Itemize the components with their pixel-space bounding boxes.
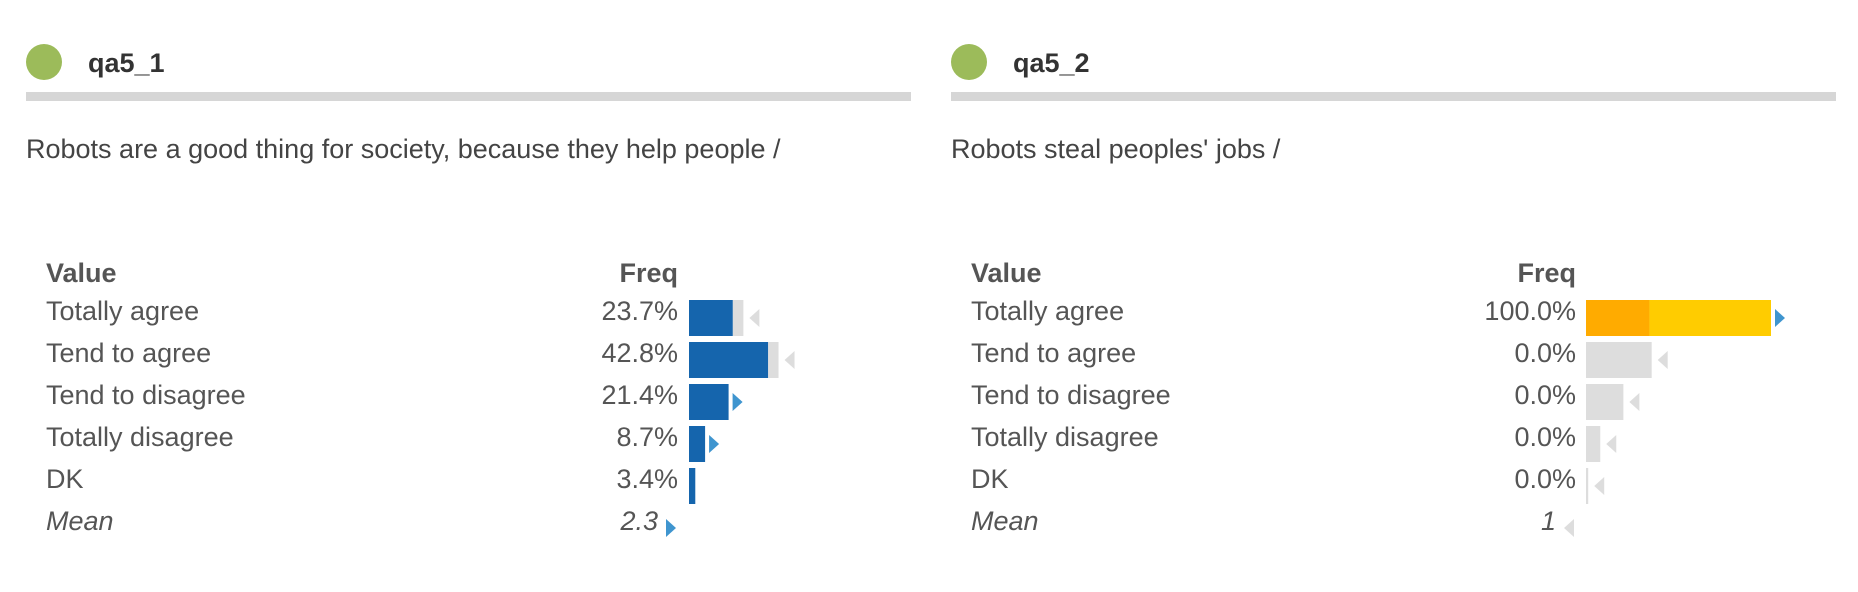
bar-deficit <box>768 342 779 378</box>
value-label: 42.8% <box>601 338 678 368</box>
bar-base <box>1586 300 1650 336</box>
value-label: 3.4% <box>616 464 678 494</box>
frequency-bars <box>1564 300 1785 537</box>
bar-excess <box>1649 300 1771 336</box>
header-divider <box>951 92 1836 101</box>
value-label: 0.0% <box>1514 464 1576 494</box>
value-label: 0.0% <box>1514 380 1576 410</box>
bar-deficit <box>1586 384 1624 420</box>
column-header-value: Value <box>46 258 117 288</box>
value-label: 21.4% <box>601 380 678 410</box>
value-label: 100.0% <box>1484 296 1576 326</box>
header-divider <box>26 92 911 101</box>
status-dot-icon <box>26 44 62 80</box>
mean-arrow-down-icon <box>1564 519 1574 537</box>
mean-label: Mean <box>971 506 1039 536</box>
category-label: Totally agree <box>971 296 1125 326</box>
variable-panel-qa5-2: qa5_2 Robots steal peoples' jobs / Value… <box>951 0 1836 592</box>
bar-deficit <box>1586 468 1589 504</box>
arrow-down-icon <box>1606 435 1617 453</box>
category-label: DK <box>46 464 84 494</box>
bar-deficit <box>1586 342 1652 378</box>
mean-label: Mean <box>46 506 114 536</box>
category-label: Totally disagree <box>46 422 234 452</box>
variable-panel-qa5-1: qa5_1 Robots are a good thing for societ… <box>26 0 911 592</box>
arrow-down-icon <box>1594 477 1605 495</box>
category-label: DK <box>971 464 1009 494</box>
value-label: 8.7% <box>616 422 678 452</box>
frequency-bars <box>666 300 795 537</box>
arrow-up-icon <box>1775 309 1785 327</box>
arrow-down-icon <box>749 309 760 327</box>
question-text: Robots steal peoples' jobs / <box>951 134 1281 164</box>
column-header-freq: Freq <box>619 258 678 288</box>
arrow-down-icon <box>1657 351 1668 369</box>
variable-name: qa5_2 <box>1013 48 1090 78</box>
status-dot-icon <box>951 44 987 80</box>
category-label: Tend to agree <box>46 338 212 368</box>
value-label: 0.0% <box>1514 338 1576 368</box>
mean-arrow-up-icon <box>666 519 676 537</box>
column-header-value: Value <box>971 258 1042 288</box>
variable-header: qa5_2 <box>951 44 1836 84</box>
variable-header: qa5_1 <box>26 44 911 84</box>
arrow-up-icon <box>732 393 743 411</box>
bar-base <box>689 468 696 504</box>
arrow-down-icon <box>1629 393 1640 411</box>
bar-base <box>689 384 729 420</box>
bar-base <box>689 342 769 378</box>
bar-deficit <box>1586 426 1601 462</box>
bar-base <box>689 426 706 462</box>
arrow-down-icon <box>784 351 795 369</box>
category-label: Tend to disagree <box>971 380 1171 410</box>
bar-deficit <box>732 300 744 336</box>
column-header-freq: Freq <box>1517 258 1576 288</box>
category-label: Tend to agree <box>971 338 1137 368</box>
arrow-up-icon <box>709 435 720 453</box>
category-label: Totally disagree <box>971 422 1159 452</box>
value-label: 23.7% <box>601 296 678 326</box>
category-label: Totally agree <box>46 296 200 326</box>
mean-value: 2.3 <box>620 506 658 536</box>
value-label: 0.0% <box>1514 422 1576 452</box>
variable-name: qa5_1 <box>88 48 165 78</box>
question-text: Robots are a good thing for society, bec… <box>26 134 781 164</box>
category-label: Tend to disagree <box>46 380 246 410</box>
mean-value: 1 <box>1540 506 1556 536</box>
bar-base <box>689 300 733 336</box>
